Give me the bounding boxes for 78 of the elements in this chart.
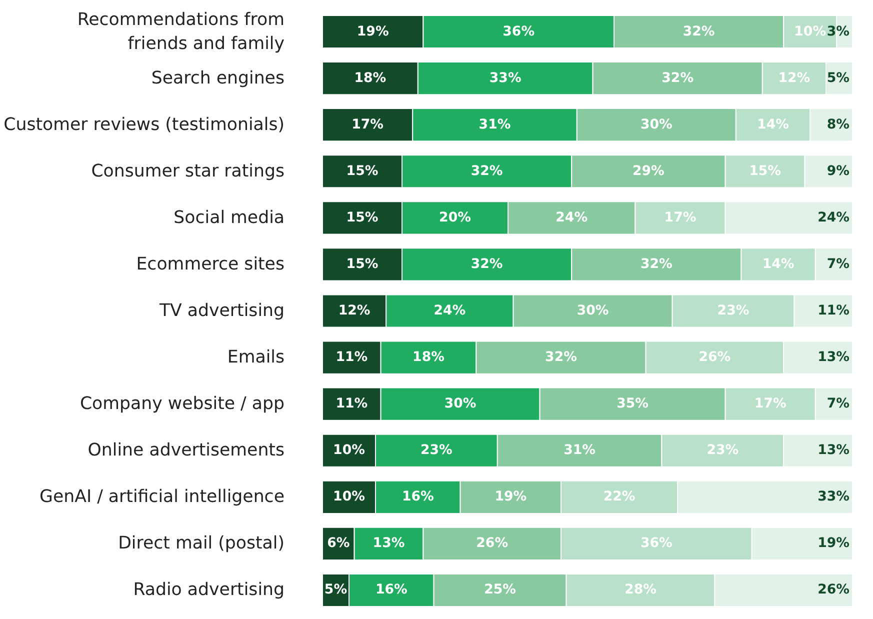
data-label: 24%	[556, 210, 588, 226]
data-label: 36%	[640, 536, 672, 552]
data-label: 32%	[682, 24, 715, 40]
y-tick-label: TV advertising	[158, 301, 285, 321]
data-label: 31%	[564, 443, 596, 458]
y-tick-label: Direct mail (postal)	[118, 534, 285, 554]
data-label: 20%	[439, 210, 471, 226]
y-tick-label: Social media	[174, 208, 285, 228]
data-label: 13%	[818, 350, 850, 366]
data-label: 33%	[818, 490, 850, 505]
y-tick-label: Consumer star ratings	[91, 161, 285, 182]
data-label: 5%	[826, 70, 850, 86]
data-label: 31%	[478, 117, 511, 132]
y-tick-label: Customer reviews (testimonials)	[4, 114, 285, 135]
data-label: 9%	[826, 164, 850, 179]
data-label: 17%	[664, 210, 696, 226]
data-label: 3%	[826, 24, 850, 40]
data-label: 12%	[778, 70, 810, 86]
data-label: 8%	[826, 117, 850, 132]
data-label: 32%	[545, 350, 577, 366]
data-label: 28%	[624, 582, 656, 598]
data-label: 18%	[354, 70, 386, 86]
data-label: 35%	[616, 396, 649, 412]
data-label: 30%	[640, 117, 672, 132]
data-label: 32%	[470, 164, 503, 179]
data-label: 36%	[502, 24, 535, 40]
data-label: 7%	[826, 396, 850, 412]
y-tick-label: Search engines	[151, 68, 285, 88]
data-label: 14%	[762, 256, 794, 272]
data-label: 26%	[818, 582, 850, 598]
data-label: 11%	[818, 304, 850, 318]
data-label: 24%	[818, 210, 850, 226]
data-label: 16%	[375, 582, 408, 598]
data-label: 17%	[352, 117, 384, 132]
y-tick-label: Ecommerce sites	[136, 254, 285, 274]
data-label: 14%	[757, 117, 789, 132]
data-label: 26%	[698, 350, 731, 366]
y-tick-label: Company website / app	[80, 394, 284, 414]
data-label: 32%	[662, 70, 694, 86]
data-label: 5%	[324, 582, 348, 598]
data-label: 7%	[826, 256, 850, 272]
data-label: 26%	[476, 536, 508, 552]
y-tick-label: Recommendations from friends and family	[77, 10, 285, 54]
data-label: 13%	[372, 536, 405, 552]
data-label: 23%	[717, 304, 750, 318]
data-label: 10%	[794, 24, 826, 40]
data-label: 23%	[706, 443, 739, 458]
data-label: 19%	[494, 490, 527, 505]
data-label: 23%	[420, 443, 452, 458]
data-label: 15%	[346, 164, 378, 179]
data-label: 17%	[754, 396, 786, 412]
data-label: 15%	[346, 256, 378, 272]
data-label: 6%	[327, 536, 350, 552]
data-label: 11%	[336, 350, 368, 366]
data-label: 12%	[338, 304, 370, 318]
data-label: 16%	[402, 490, 434, 505]
data-label: 19%	[818, 536, 850, 552]
data-label: 10%	[333, 490, 365, 505]
y-tick-label: Emails	[227, 348, 285, 368]
y-tick-label: Online advertisements	[88, 440, 284, 461]
data-label: 32%	[470, 256, 503, 272]
data-label: 11%	[336, 396, 368, 412]
data-label: 15%	[346, 210, 378, 226]
data-label: 15%	[749, 164, 782, 179]
data-label: 10%	[333, 443, 365, 458]
data-label: 30%	[576, 304, 609, 318]
data-label: 22%	[603, 490, 636, 505]
y-tick-label: GenAI / artificial intelligence	[40, 487, 285, 508]
data-label: 18%	[412, 350, 444, 366]
y-tick-label: Radio advertising	[133, 580, 285, 600]
data-label: 19%	[356, 24, 389, 40]
data-label: 24%	[434, 304, 466, 318]
data-label: 25%	[484, 582, 516, 598]
data-label: 13%	[818, 443, 850, 458]
data-label: 30%	[444, 396, 476, 412]
data-label: 33%	[489, 70, 522, 86]
data-label: 32%	[640, 256, 672, 272]
data-label: 29%	[632, 164, 664, 179]
